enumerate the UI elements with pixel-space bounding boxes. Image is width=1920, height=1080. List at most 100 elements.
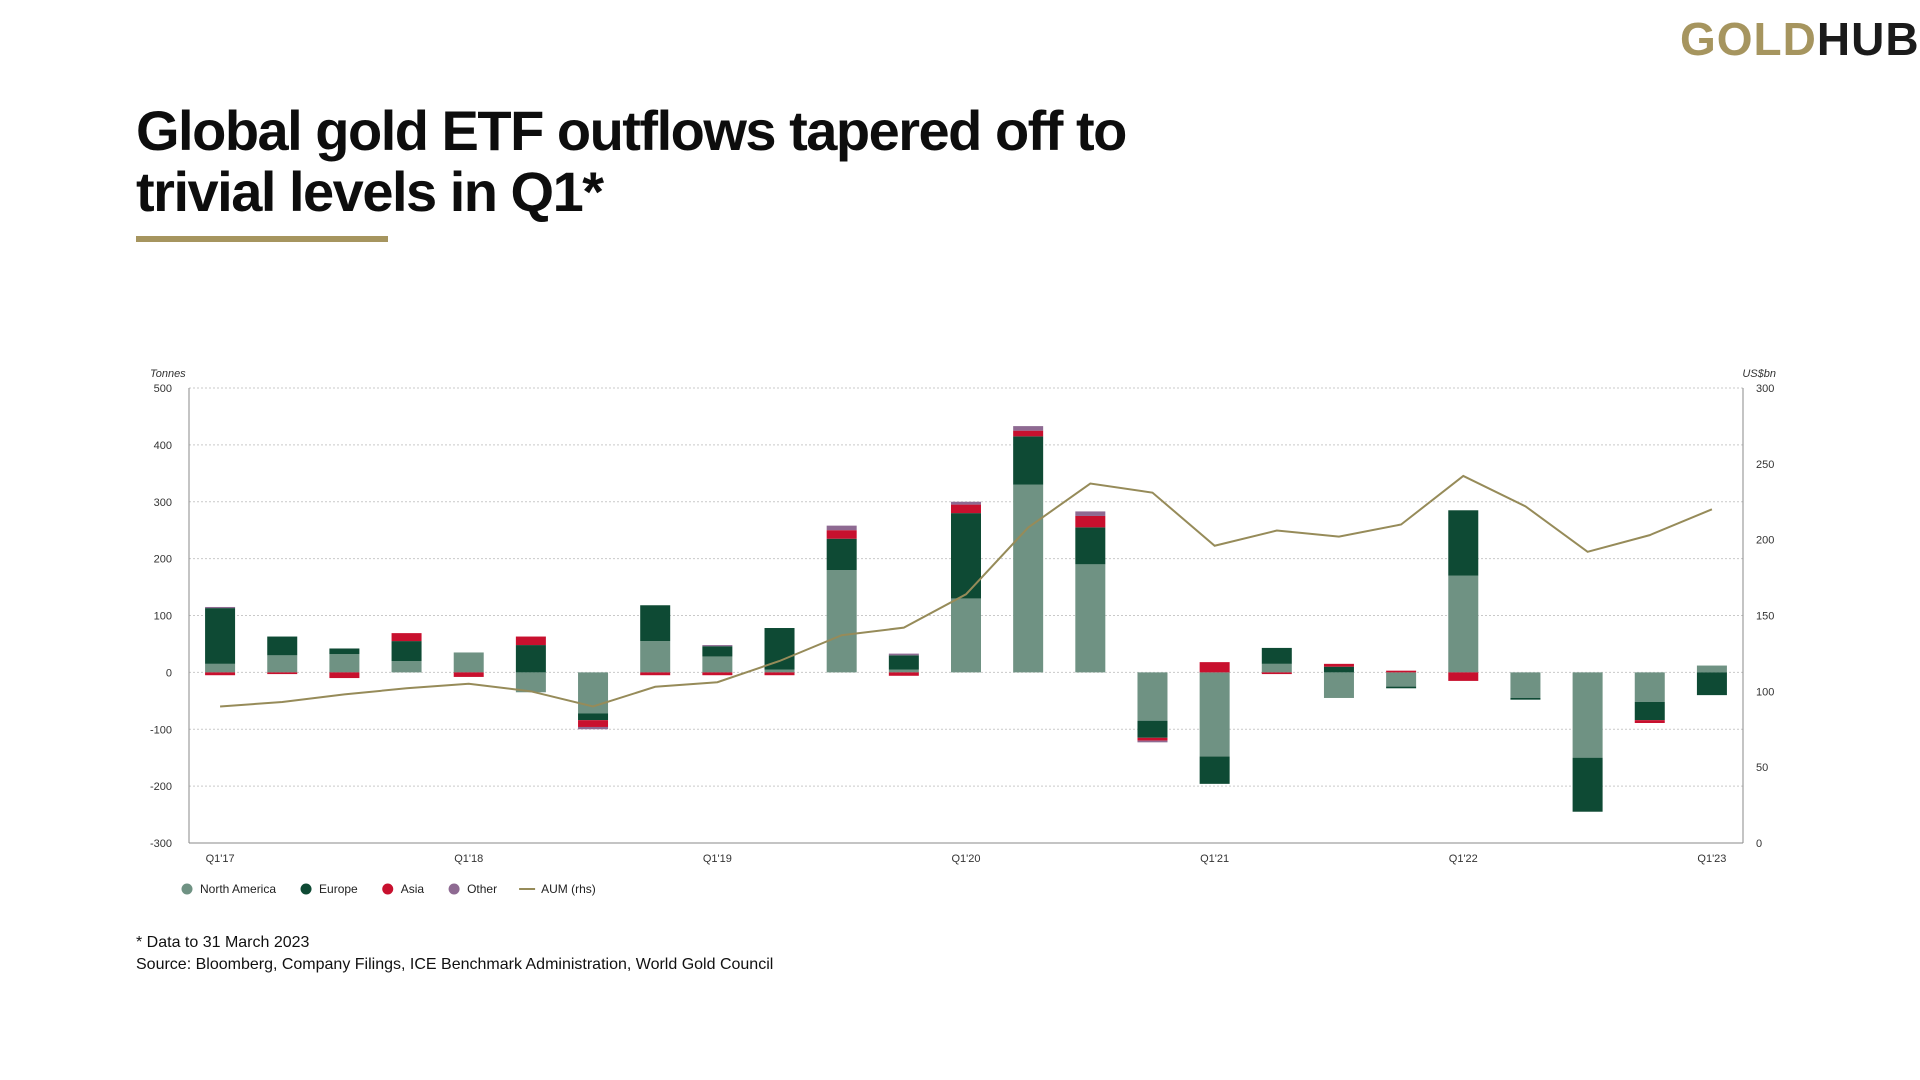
bar-segment [329,648,360,655]
bar-segment [267,655,298,673]
aum-line [220,474,1713,708]
x-tick-label: Q1'20 [951,853,980,865]
bar-segment [1137,740,1168,743]
bar-segment [1199,756,1230,784]
bar-segment [764,672,795,676]
y-tick-label: 100 [154,611,172,623]
bar-segment [764,628,795,670]
bar-segment [205,606,236,609]
bar-segment [1199,662,1230,673]
y2-tick-label: 300 [1756,383,1774,395]
bar-segment [1013,436,1044,485]
bar-segment [888,653,919,656]
bar-segment [764,669,795,673]
bar-segment [1137,720,1168,738]
legend: North America Europe Asia Other AUM (rhs) [181,882,596,896]
bar-segment [515,672,546,693]
bar-segment [515,636,546,646]
bar-segment [1386,672,1417,687]
bar-segment [205,672,236,676]
bar-segment [826,525,857,531]
bar-segment [951,513,981,599]
y2-tick-label: 200 [1756,535,1774,547]
bar-segment [1013,430,1044,437]
bar-segment [1572,672,1603,758]
bar-segment [702,656,733,673]
bar-segment [888,672,919,676]
bar-segment [391,661,422,673]
y-tick-label: -300 [150,838,172,850]
legend-swatch [181,883,193,895]
bar-segment [205,663,236,673]
bar-segment [1013,484,1044,673]
bar-segment [329,654,360,673]
logo-hub-text: HUB [1816,13,1920,65]
bar-segment [1634,701,1665,721]
bar-segment [1448,672,1479,681]
title-underline [136,236,388,242]
bar-segment [1448,510,1479,576]
bar-segment [1386,686,1417,689]
y-tick-label: 0 [166,667,172,679]
legend-swatch [448,883,460,895]
data-note: * Data to 31 March 2023 [136,934,310,951]
bar-segment [1386,670,1417,673]
bar-segment [640,672,671,676]
legend-label: Other [467,882,497,896]
bar-segment [1261,672,1292,675]
y2-tick-label: 250 [1756,459,1774,471]
y2-tick-label: 100 [1756,686,1774,698]
y2-axis-unit: US$bn [1742,368,1776,380]
bar-segment [1696,672,1727,696]
y-tick-label: 400 [154,440,172,452]
y2-tick-label: 50 [1756,762,1768,774]
bar-segment [702,672,733,676]
bar-segment [205,608,236,664]
legend-label: North America [200,882,276,896]
legend-label: AUM (rhs) [541,882,596,896]
bar-segment [391,641,422,661]
bar-segment [1199,672,1230,757]
bar-segment [267,672,298,675]
legend-label: Europe [319,882,358,896]
y-tick-label: 500 [154,383,172,395]
bar-segment [329,672,360,679]
bar-segment [702,646,733,657]
y2-tick-label: 0 [1756,838,1762,850]
bar-segment [1696,665,1727,673]
bar-segment [453,672,484,677]
bar-segment [640,605,671,642]
bar-segment [1448,575,1479,673]
bar-segment [1634,672,1665,702]
x-tick-label: Q1'21 [1200,853,1229,865]
bar-segment [1075,527,1106,565]
bar-segment [951,598,981,673]
source-note: Source: Bloomberg, Company Filings, ICE … [136,956,774,973]
bar-segment [951,504,981,514]
bar-segment [1261,647,1292,664]
bar-segment [1572,757,1603,812]
y-tick-label: 200 [154,554,172,566]
aum-line-path [220,474,1713,708]
bar-segment [888,669,919,673]
y-axis-unit: Tonnes [150,368,186,380]
legend-label: Asia [401,882,425,896]
x-tick-label: Q1'19 [703,853,732,865]
bar-segment [1323,663,1354,667]
bar-segment [826,570,857,673]
bar-segment [951,501,981,505]
bar-segment [578,726,609,730]
bar-segment [1075,515,1106,528]
bar-segment [826,530,857,539]
bar-segment [578,713,609,721]
logo-gold-text: GOLD [1680,13,1817,65]
x-tick-label: Q1'17 [206,853,235,865]
bar-segment [578,720,609,727]
bar-segment [1137,737,1168,741]
legend-swatch [300,883,312,895]
x-tick-label: Q1'22 [1449,853,1478,865]
goldhub-logo[interactable]: GOLDHUB [1680,12,1920,66]
bar-segment [1137,672,1168,721]
bar-segment [1323,666,1354,673]
